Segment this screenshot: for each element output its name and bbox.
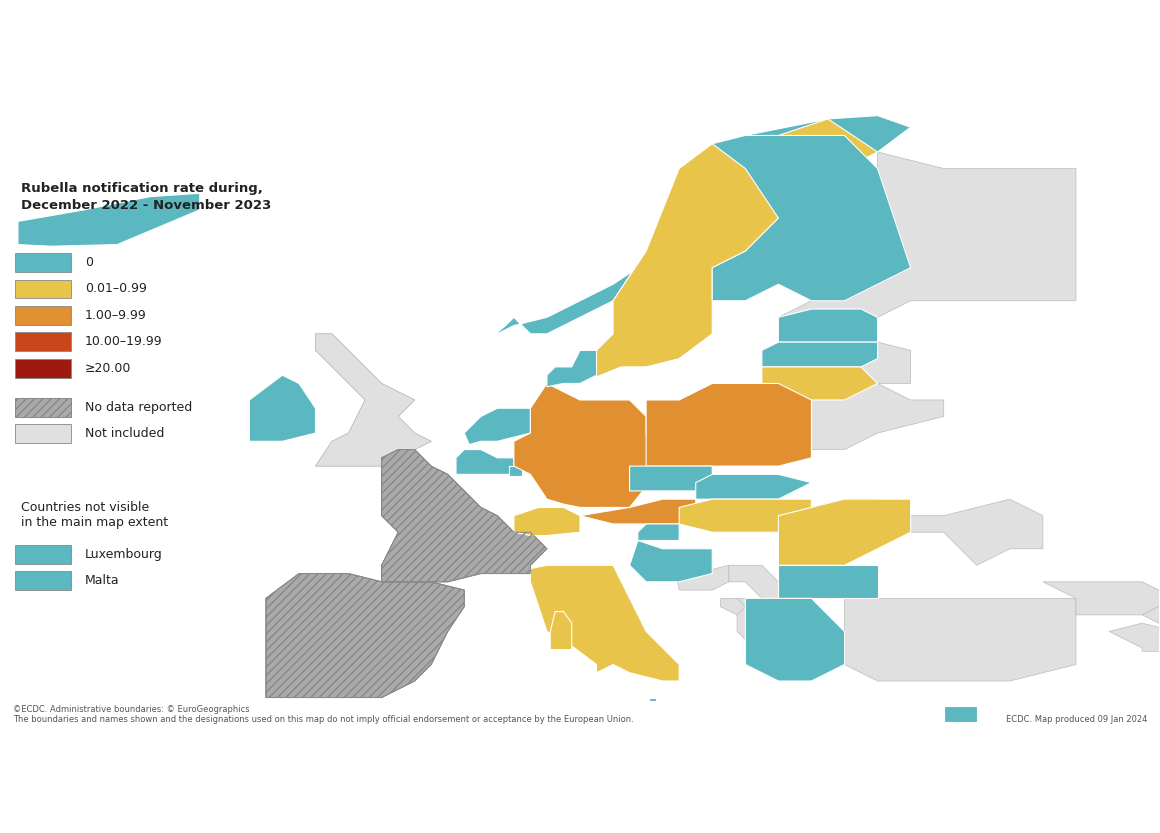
Text: Not included: Not included xyxy=(85,427,164,440)
Polygon shape xyxy=(550,611,572,650)
Polygon shape xyxy=(712,136,911,301)
Polygon shape xyxy=(509,466,522,476)
Polygon shape xyxy=(456,450,514,474)
Polygon shape xyxy=(762,342,878,367)
Polygon shape xyxy=(778,566,878,598)
Polygon shape xyxy=(249,375,316,441)
Bar xyxy=(15,397,71,416)
Text: 0.01–0.99: 0.01–0.99 xyxy=(85,282,146,296)
Bar xyxy=(15,424,71,443)
Polygon shape xyxy=(266,574,464,697)
Text: 1.00–9.99: 1.00–9.99 xyxy=(85,309,146,322)
Polygon shape xyxy=(638,524,680,541)
Bar xyxy=(15,280,71,298)
Text: No data reported: No data reported xyxy=(85,401,191,413)
Text: Luxembourg: Luxembourg xyxy=(85,547,162,561)
Polygon shape xyxy=(746,598,844,681)
Polygon shape xyxy=(630,466,712,491)
Bar xyxy=(15,253,71,272)
Polygon shape xyxy=(676,566,728,590)
Bar xyxy=(15,571,71,590)
Polygon shape xyxy=(944,706,977,722)
Text: Countries not visible
in the main map extent: Countries not visible in the main map ex… xyxy=(21,501,168,529)
Polygon shape xyxy=(546,351,614,387)
Polygon shape xyxy=(861,507,911,541)
Polygon shape xyxy=(514,383,662,507)
Polygon shape xyxy=(650,697,657,701)
Polygon shape xyxy=(530,566,680,681)
Polygon shape xyxy=(812,383,944,450)
Polygon shape xyxy=(630,541,712,581)
Polygon shape xyxy=(580,499,696,524)
Polygon shape xyxy=(464,408,530,445)
Polygon shape xyxy=(737,598,762,640)
Bar xyxy=(15,359,71,377)
Polygon shape xyxy=(266,598,299,697)
Polygon shape xyxy=(1143,598,1160,656)
Bar xyxy=(15,545,71,563)
Text: Rubella notification rate during,
December 2022 - November 2023: Rubella notification rate during, Decemb… xyxy=(21,182,271,212)
Polygon shape xyxy=(495,116,911,334)
Polygon shape xyxy=(316,334,432,466)
Polygon shape xyxy=(778,499,911,566)
Polygon shape xyxy=(596,119,878,377)
Polygon shape xyxy=(680,499,812,532)
Polygon shape xyxy=(720,598,746,615)
Polygon shape xyxy=(746,598,762,615)
Polygon shape xyxy=(316,334,432,466)
Polygon shape xyxy=(778,499,1043,566)
Polygon shape xyxy=(754,598,778,618)
Text: ≥20.00: ≥20.00 xyxy=(85,362,131,375)
Polygon shape xyxy=(762,367,878,402)
Polygon shape xyxy=(844,598,1076,681)
Polygon shape xyxy=(778,309,878,342)
Text: ECDC. Map produced 09 Jan 2024: ECDC. Map produced 09 Jan 2024 xyxy=(1006,716,1147,725)
Text: 0: 0 xyxy=(85,256,93,269)
Polygon shape xyxy=(382,450,546,581)
Text: Malta: Malta xyxy=(85,574,119,587)
Polygon shape xyxy=(1043,581,1160,615)
Polygon shape xyxy=(728,566,778,598)
Bar xyxy=(15,306,71,325)
Text: ©ECDC. Administrative boundaries: © EuroGeographics
The boundaries and names sho: ©ECDC. Administrative boundaries: © Euro… xyxy=(13,705,633,725)
Text: 10.00–19.99: 10.00–19.99 xyxy=(85,335,162,348)
Polygon shape xyxy=(514,507,580,536)
Polygon shape xyxy=(646,383,812,466)
Polygon shape xyxy=(17,193,200,247)
Bar xyxy=(15,332,71,352)
Bar xyxy=(15,397,71,416)
Polygon shape xyxy=(696,474,812,499)
Polygon shape xyxy=(778,152,1076,383)
Polygon shape xyxy=(1109,623,1160,651)
